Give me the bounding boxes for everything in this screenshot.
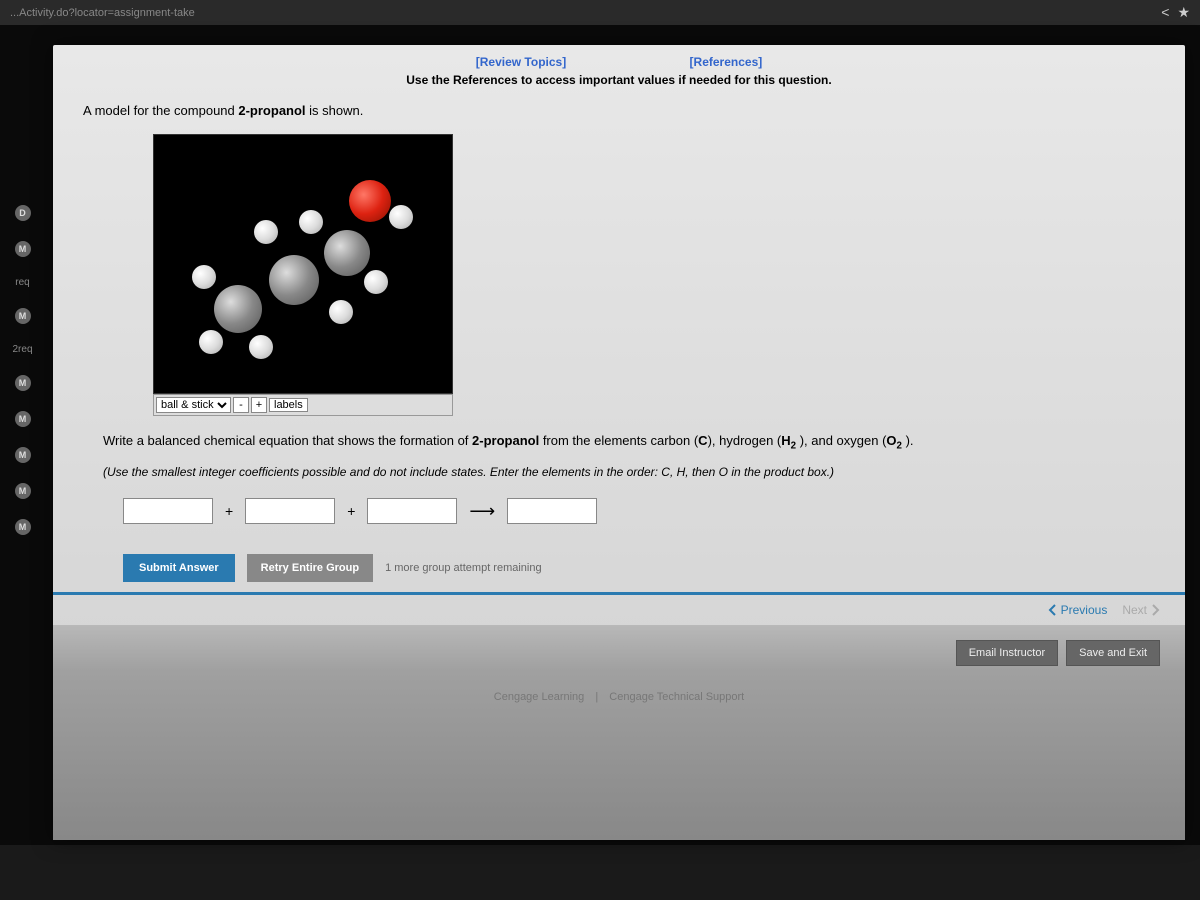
hydrogen-atom: [249, 335, 273, 359]
hydrogen-atom: [199, 330, 223, 354]
save-exit-button[interactable]: Save and Exit: [1066, 640, 1160, 666]
sidebar-item[interactable]: M: [15, 411, 31, 427]
q-mid3: ), and oxygen (: [796, 433, 886, 448]
chevron-left-icon: [1048, 604, 1058, 616]
q-compound: 2-propanol: [472, 433, 539, 448]
view-mode-select[interactable]: ball & stick: [156, 397, 231, 413]
hydrogen-atom: [254, 220, 278, 244]
review-topics-link[interactable]: [Review Topics]: [476, 55, 566, 69]
reactant-1-input[interactable]: [123, 498, 213, 524]
intro-suffix: is shown.: [306, 103, 364, 118]
arrow-symbol: ⟶: [469, 501, 495, 522]
carbon-atom: [324, 230, 370, 276]
sidebar-item[interactable]: M: [15, 375, 31, 391]
hydrogen-atom: [299, 210, 323, 234]
chevron-right-icon: [1150, 604, 1160, 616]
nav-row: Previous Next: [53, 592, 1185, 625]
button-row: Submit Answer Retry Entire Group 1 more …: [53, 529, 1185, 592]
top-links: [Review Topics] [References]: [53, 45, 1185, 73]
url-fragment: ...Activity.do?locator=assignment-take: [10, 7, 195, 19]
sidebar-item-2req[interactable]: 2req: [12, 344, 32, 355]
next-label: Next: [1122, 603, 1147, 617]
attempts-remaining: 1 more group attempt remaining: [385, 562, 542, 574]
browser-icons: < ★: [1161, 4, 1190, 21]
molecule-controls: ball & stick - + labels: [153, 394, 453, 416]
star-icon[interactable]: ★: [1177, 4, 1190, 21]
m-badge-icon: D: [15, 205, 31, 221]
sidebar-item[interactable]: M: [15, 483, 31, 499]
cengage-link[interactable]: Cengage Learning: [494, 691, 585, 703]
m-badge-icon: M: [15, 483, 31, 499]
sidebar-item[interactable]: M: [15, 241, 31, 257]
model-intro: A model for the compound 2-propanol is s…: [53, 97, 1185, 124]
q-prefix: Write a balanced chemical equation that …: [103, 433, 472, 448]
sidebar-item-req[interactable]: req: [15, 277, 29, 288]
intro-prefix: A model for the compound: [83, 103, 238, 118]
references-link[interactable]: [References]: [690, 55, 763, 69]
q-mid2: ), hydrogen (: [708, 433, 782, 448]
sidebar-item[interactable]: M: [15, 308, 31, 324]
labels-button[interactable]: labels: [269, 398, 308, 412]
q-carbon: C: [698, 433, 707, 448]
m-badge-icon: M: [15, 308, 31, 324]
q-mid: from the elements carbon (: [539, 433, 698, 448]
sidebar-item[interactable]: D: [15, 205, 31, 221]
zoom-in-button[interactable]: +: [251, 397, 267, 413]
hydrogen-atom: [389, 205, 413, 229]
previous-button[interactable]: Previous: [1048, 603, 1108, 617]
equation-row: + + ⟶: [53, 493, 1185, 529]
retry-group-button[interactable]: Retry Entire Group: [247, 554, 373, 582]
molecule-container: ball & stick - + labels: [153, 134, 453, 416]
m-badge-icon: M: [15, 411, 31, 427]
hydrogen-atom: [364, 270, 388, 294]
main-area: D M req M 2req M M M M M [Review Topics]…: [0, 25, 1200, 845]
browser-toolbar: ...Activity.do?locator=assignment-take <…: [0, 0, 1200, 25]
hydrogen-atom: [329, 300, 353, 324]
molecule-3d-view[interactable]: [153, 134, 453, 394]
m-badge-icon: M: [15, 447, 31, 463]
m-badge-icon: M: [15, 375, 31, 391]
carbon-atom: [269, 255, 319, 305]
footer-links: Cengage Learning | Cengage Technical Sup…: [53, 671, 1185, 840]
previous-label: Previous: [1061, 603, 1108, 617]
left-sidebar: D M req M 2req M M M M M: [0, 25, 45, 845]
product-input[interactable]: [507, 498, 597, 524]
share-icon[interactable]: <: [1161, 4, 1169, 21]
question-text: Write a balanced chemical equation that …: [53, 416, 1185, 459]
instruction-text: Use the References to access important v…: [53, 73, 1185, 97]
q-hydrogen: H: [781, 433, 790, 448]
sidebar-item[interactable]: M: [15, 447, 31, 463]
next-button[interactable]: Next: [1122, 603, 1160, 617]
hint-text: (Use the smallest integer coefficients p…: [53, 459, 1185, 493]
reactant-2-input[interactable]: [245, 498, 335, 524]
hydrogen-atom: [192, 265, 216, 289]
zoom-out-button[interactable]: -: [233, 397, 249, 413]
email-instructor-button[interactable]: Email Instructor: [956, 640, 1058, 666]
m-badge-icon: M: [15, 241, 31, 257]
support-link[interactable]: Cengage Technical Support: [609, 691, 744, 703]
q-end: ).: [902, 433, 914, 448]
oxygen-atom: [349, 180, 391, 222]
submit-answer-button[interactable]: Submit Answer: [123, 554, 235, 582]
m-badge-icon: M: [15, 519, 31, 535]
sidebar-item[interactable]: M: [15, 519, 31, 535]
content-frame: [Review Topics] [References] Use the Ref…: [53, 45, 1185, 840]
reactant-3-input[interactable]: [367, 498, 457, 524]
footer-sep: |: [592, 691, 601, 703]
footer-buttons: Email Instructor Save and Exit: [53, 625, 1185, 671]
carbon-atom: [214, 285, 262, 333]
compound-name: 2-propanol: [238, 103, 305, 118]
plus-symbol: +: [225, 503, 233, 519]
plus-symbol: +: [347, 503, 355, 519]
q-oxygen: O: [886, 433, 896, 448]
